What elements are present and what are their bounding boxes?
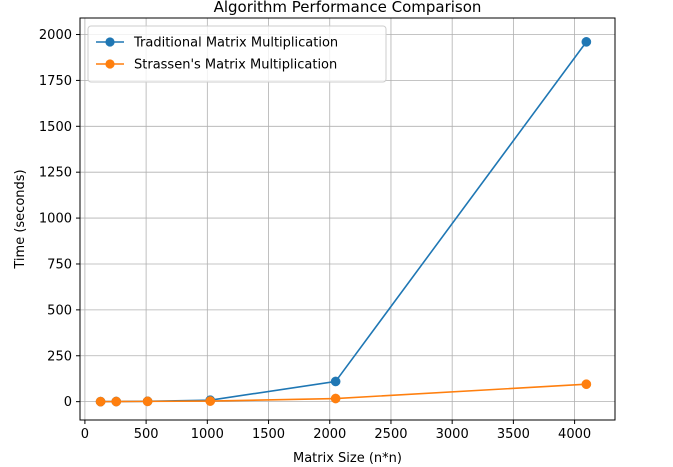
legend: Traditional Matrix Multiplication Strasse… <box>87 25 387 83</box>
data-point <box>205 396 216 406</box>
legend-label: Traditional Matrix Multiplication <box>133 36 338 51</box>
x-tick-label: 3500 <box>497 427 530 442</box>
data-point <box>142 396 153 407</box>
data-point <box>111 396 122 407</box>
legend-entry: Traditional Matrix Multiplication <box>96 36 338 51</box>
x-tick-label: 4000 <box>558 427 591 442</box>
x-tick-label: 500 <box>134 427 159 442</box>
y-tick-label: 1250 <box>39 166 72 181</box>
x-axis-label: Matrix Size (n*n) <box>293 451 402 466</box>
data-point <box>95 396 106 407</box>
y-tick-label: 750 <box>47 257 72 272</box>
x-tick-label: 1000 <box>191 427 224 442</box>
data-point <box>330 376 341 387</box>
legend-marker <box>105 59 115 69</box>
y-tick-label: 500 <box>47 303 72 318</box>
y-tick-label: 1000 <box>39 212 72 227</box>
y-tick-label: 250 <box>47 349 72 364</box>
y-tick-label: 2000 <box>39 28 72 43</box>
y-axis: 0 250 500 750 1000 1250 1500 1750 2000 <box>39 28 80 410</box>
series-layer <box>95 37 592 407</box>
y-axis-label: Time (seconds) <box>13 169 28 269</box>
data-point <box>330 393 341 404</box>
legend-marker <box>105 37 115 47</box>
y-tick-label: 1750 <box>39 74 72 89</box>
x-axis: 0 500 1000 1500 2000 2500 3000 3500 4000 <box>81 420 591 442</box>
legend-box <box>87 25 387 83</box>
y-tick-label: 0 <box>64 395 72 410</box>
y-tick-label: 1500 <box>39 120 72 135</box>
x-tick-label: 2500 <box>374 427 407 442</box>
grid <box>80 18 615 420</box>
legend-entry: Strassen's Matrix Multiplication <box>96 58 337 73</box>
series-2 <box>95 379 592 407</box>
chart-title: Algorithm Performance Comparison <box>214 0 482 16</box>
x-tick-label: 2000 <box>313 427 346 442</box>
x-tick-label: 0 <box>81 427 89 442</box>
data-point <box>581 379 592 390</box>
data-point <box>581 37 592 47</box>
plot-frame <box>79 17 616 421</box>
legend-label: Strassen's Matrix Multiplication <box>134 58 337 73</box>
x-tick-label: 1500 <box>252 427 285 442</box>
x-tick-label: 3000 <box>436 427 469 442</box>
